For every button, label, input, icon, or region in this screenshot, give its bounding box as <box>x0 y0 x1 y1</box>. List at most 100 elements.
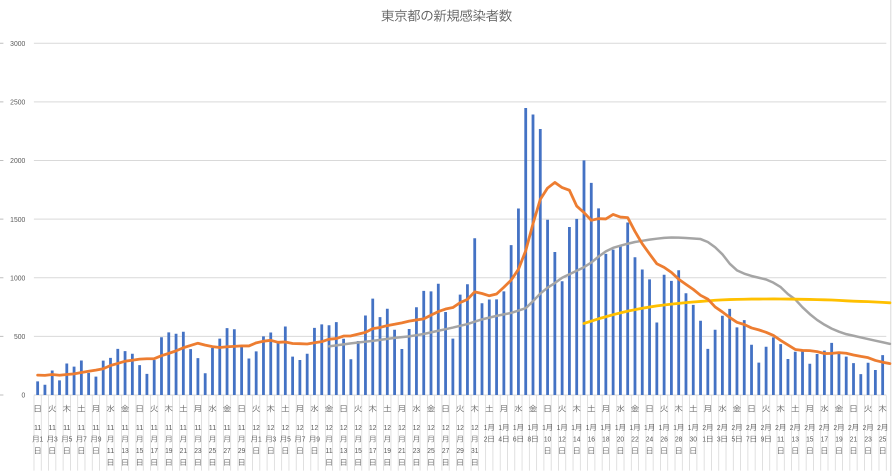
svg-text:1000: 1000 <box>10 273 25 282</box>
svg-text:7: 7 <box>83 435 87 444</box>
svg-text:29: 29 <box>456 446 463 455</box>
svg-text:11: 11 <box>194 423 201 432</box>
svg-text:23: 23 <box>413 446 420 455</box>
svg-text:11: 11 <box>49 423 56 432</box>
svg-text:11: 11 <box>209 423 216 432</box>
svg-text:25: 25 <box>879 435 886 444</box>
svg-text:11: 11 <box>121 423 128 432</box>
svg-text:23: 23 <box>194 446 201 455</box>
svg-text:12: 12 <box>282 423 289 432</box>
svg-text:2: 2 <box>863 423 867 432</box>
svg-text:17: 17 <box>151 446 158 455</box>
svg-text:23: 23 <box>864 435 871 444</box>
svg-text:1: 1 <box>498 423 502 432</box>
svg-text:21: 21 <box>180 446 187 455</box>
svg-text:3000: 3000 <box>10 39 25 48</box>
svg-text:2: 2 <box>877 423 881 432</box>
svg-text:1: 1 <box>542 423 546 432</box>
svg-text:1: 1 <box>557 423 561 432</box>
svg-text:11: 11 <box>325 446 332 455</box>
svg-text:2: 2 <box>717 423 721 432</box>
svg-text:1500: 1500 <box>10 215 25 224</box>
svg-text:1: 1 <box>702 435 706 444</box>
svg-text:7: 7 <box>746 435 750 444</box>
svg-text:19: 19 <box>165 446 172 455</box>
svg-text:5: 5 <box>731 435 735 444</box>
svg-text:1: 1 <box>513 423 517 432</box>
svg-text:500: 500 <box>14 332 25 341</box>
svg-text:12: 12 <box>398 423 405 432</box>
svg-text:27: 27 <box>442 446 449 455</box>
svg-text:11: 11 <box>777 435 784 444</box>
svg-text:2: 2 <box>804 423 808 432</box>
svg-text:11: 11 <box>63 423 70 432</box>
svg-text:12: 12 <box>354 423 361 432</box>
svg-text:5: 5 <box>287 435 291 444</box>
svg-text:12: 12 <box>325 423 332 432</box>
svg-text:12: 12 <box>442 423 449 432</box>
svg-text:14: 14 <box>573 435 580 444</box>
svg-text:1: 1 <box>615 423 619 432</box>
svg-text:8: 8 <box>528 435 532 444</box>
svg-text:12: 12 <box>369 423 376 432</box>
svg-text:1: 1 <box>571 423 575 432</box>
svg-text:24: 24 <box>646 435 653 444</box>
svg-text:20: 20 <box>617 435 624 444</box>
svg-text:27: 27 <box>223 446 230 455</box>
svg-text:19: 19 <box>835 435 842 444</box>
svg-text:13: 13 <box>792 435 799 444</box>
svg-text:13: 13 <box>340 446 347 455</box>
svg-text:21: 21 <box>398 446 405 455</box>
svg-text:11: 11 <box>107 423 114 432</box>
svg-text:2000: 2000 <box>10 156 25 165</box>
svg-text:3: 3 <box>717 435 721 444</box>
svg-text:1: 1 <box>528 423 532 432</box>
svg-text:16: 16 <box>588 435 595 444</box>
svg-text:25: 25 <box>427 446 434 455</box>
svg-text:2: 2 <box>848 423 852 432</box>
svg-text:5: 5 <box>69 435 73 444</box>
svg-text:15: 15 <box>354 446 361 455</box>
svg-text:21: 21 <box>850 435 857 444</box>
svg-text:11: 11 <box>34 423 41 432</box>
svg-text:2500: 2500 <box>10 98 25 107</box>
svg-text:11: 11 <box>223 423 230 432</box>
svg-text:11: 11 <box>180 423 187 432</box>
svg-text:1: 1 <box>600 423 604 432</box>
svg-text:12: 12 <box>340 423 347 432</box>
svg-text:25: 25 <box>209 446 216 455</box>
svg-text:6: 6 <box>513 435 517 444</box>
svg-text:11: 11 <box>151 423 158 432</box>
svg-text:29: 29 <box>238 446 245 455</box>
svg-text:12: 12 <box>296 423 303 432</box>
svg-text:15: 15 <box>806 435 813 444</box>
svg-text:2: 2 <box>746 423 750 432</box>
svg-text:9: 9 <box>761 435 765 444</box>
svg-text:11: 11 <box>136 423 143 432</box>
svg-text:18: 18 <box>602 435 609 444</box>
svg-text:10: 10 <box>544 435 551 444</box>
svg-text:11: 11 <box>165 423 172 432</box>
svg-text:1: 1 <box>258 435 262 444</box>
svg-text:1: 1 <box>644 423 648 432</box>
svg-text:17: 17 <box>821 435 828 444</box>
svg-text:4: 4 <box>498 435 502 444</box>
svg-text:1: 1 <box>39 435 43 444</box>
svg-text:3: 3 <box>54 435 58 444</box>
svg-text:12: 12 <box>384 423 391 432</box>
svg-text:31: 31 <box>471 446 478 455</box>
svg-text:1: 1 <box>673 423 677 432</box>
svg-text:2: 2 <box>702 423 706 432</box>
svg-text:1: 1 <box>586 423 590 432</box>
svg-text:11: 11 <box>78 423 85 432</box>
svg-text:28: 28 <box>675 435 682 444</box>
svg-text:2: 2 <box>790 423 794 432</box>
svg-text:2: 2 <box>761 423 765 432</box>
svg-text:2: 2 <box>484 435 488 444</box>
svg-text:19: 19 <box>384 446 391 455</box>
svg-text:3: 3 <box>273 435 277 444</box>
svg-text:1: 1 <box>629 423 633 432</box>
svg-text:15: 15 <box>136 446 143 455</box>
svg-text:2: 2 <box>731 423 735 432</box>
svg-text:13: 13 <box>121 446 128 455</box>
